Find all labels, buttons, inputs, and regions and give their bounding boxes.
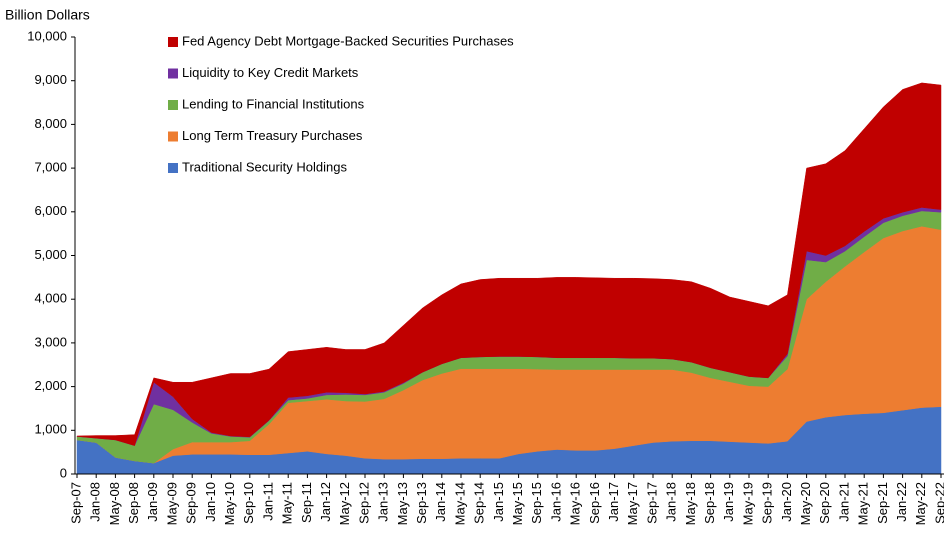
- y-tick-label: 6,000: [34, 203, 67, 218]
- x-tick-label: May-20: [798, 482, 813, 525]
- y-tick-label: 10,000: [27, 28, 67, 43]
- x-tick-label: May-10: [222, 482, 237, 525]
- x-tick-label: Jan-09: [145, 482, 160, 522]
- legend-label: Liquidity to Key Credit Markets: [182, 65, 359, 80]
- y-axis-label: Billion Dollars: [5, 7, 90, 23]
- x-tick-label: May-09: [164, 482, 179, 525]
- x-tick-label: Jan-18: [664, 482, 679, 522]
- y-tick-label: 8,000: [34, 116, 67, 131]
- x-tick-label: Jan-16: [548, 482, 563, 522]
- legend-label: Fed Agency Debt Mortgage-Backed Securiti…: [182, 33, 514, 48]
- x-tick-label: Sep-11: [299, 482, 314, 523]
- x-tick-label: Sep-09: [184, 482, 199, 524]
- x-tick-label: Sep-20: [817, 482, 832, 524]
- x-tick-label: Sep-17: [644, 482, 659, 524]
- x-tick-label: May-17: [625, 482, 640, 525]
- x-tick-label: May-19: [740, 482, 755, 525]
- x-tick-label: May-14: [452, 482, 467, 525]
- x-tick-label: Sep-15: [529, 482, 544, 524]
- legend-label: Long Term Treasury Purchases: [182, 128, 363, 143]
- x-tick-label: Jan-12: [318, 482, 333, 522]
- x-tick-label: Jan-20: [779, 482, 794, 522]
- x-tick-label: Sep-16: [587, 482, 602, 524]
- x-tick-label: May-11: [280, 482, 295, 524]
- x-tick-label: May-13: [395, 482, 410, 525]
- x-tick-label: Jan-11: [260, 482, 275, 521]
- legend-swatch: [168, 163, 178, 173]
- x-tick-label: May-22: [913, 482, 928, 525]
- x-tick-label: Jan-15: [491, 482, 506, 522]
- y-tick-label: 2,000: [34, 378, 67, 393]
- x-tick-label: Sep-08: [126, 482, 141, 524]
- x-tick-label: Sep-22: [932, 482, 944, 524]
- x-tick-label: Jan-13: [376, 482, 391, 522]
- x-tick-label: May-15: [510, 482, 525, 525]
- y-tick-label: 7,000: [34, 160, 67, 175]
- x-tick-label: Sep-18: [702, 482, 717, 524]
- legend-label: Lending to Financial Institutions: [182, 96, 365, 111]
- x-tick-label: Sep-14: [472, 482, 487, 524]
- x-tick-label: Sep-21: [875, 482, 890, 524]
- x-tick-label: May-08: [107, 482, 122, 525]
- legend-swatch: [168, 68, 178, 79]
- legend-label: Traditional Security Holdings: [182, 159, 347, 174]
- y-tick-label: 5,000: [34, 247, 67, 262]
- legend-swatch: [168, 37, 178, 47]
- x-tick-label: Sep-10: [241, 482, 256, 524]
- x-tick-label: Jan-17: [606, 482, 621, 522]
- legend-swatch: [168, 131, 178, 142]
- legend-swatch: [168, 100, 178, 110]
- x-tick-label: May-12: [337, 482, 352, 525]
- x-tick-label: Jan-21: [836, 482, 851, 522]
- x-tick-label: Jan-19: [721, 482, 736, 522]
- y-tick-label: 3,000: [34, 334, 67, 349]
- x-tick-label: May-16: [568, 482, 583, 525]
- x-tick-label: Sep-07: [68, 482, 83, 524]
- x-tick-label: Jan-22: [894, 482, 909, 522]
- x-tick-label: Sep-12: [356, 482, 371, 524]
- x-tick-label: Jan-14: [433, 482, 448, 522]
- x-tick-label: May-18: [683, 482, 698, 525]
- y-tick-label: 0: [60, 465, 67, 480]
- x-tick-label: Jan-10: [203, 482, 218, 522]
- x-tick-label: Jan-08: [88, 482, 103, 522]
- x-tick-label: May-21: [856, 482, 871, 525]
- x-tick-label: Sep-19: [760, 482, 775, 524]
- y-tick-label: 1,000: [34, 422, 67, 437]
- x-tick-label: Sep-13: [414, 482, 429, 524]
- y-tick-label: 9,000: [34, 72, 67, 87]
- area: [76, 82, 942, 446]
- y-tick-label: 4,000: [34, 291, 67, 306]
